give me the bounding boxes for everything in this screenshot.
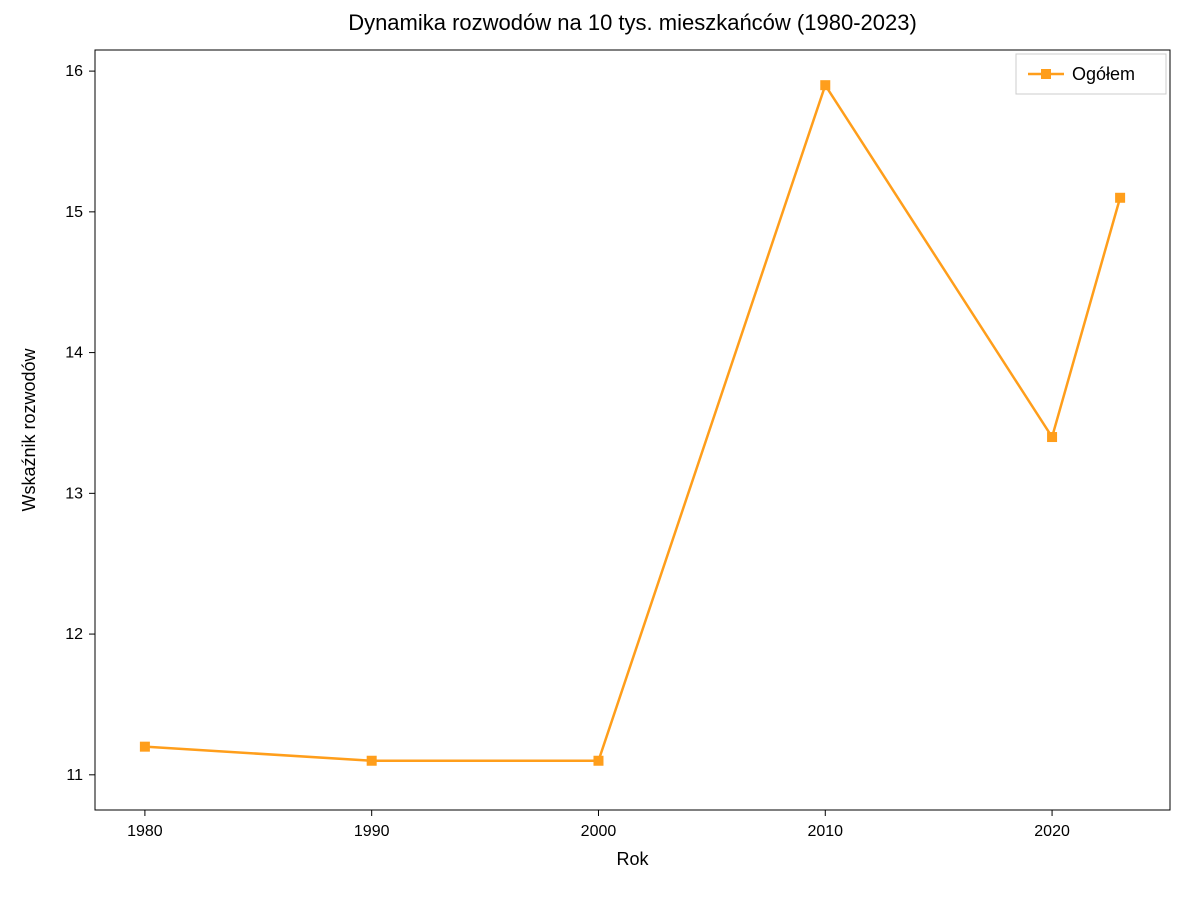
y-tick-label: 15 [65,204,83,221]
x-tick-label: 1980 [127,823,163,840]
legend-marker-sample [1042,70,1051,79]
chart-title: Dynamika rozwodów na 10 tys. mieszkańców… [348,10,917,35]
y-tick-label: 16 [65,63,83,80]
y-tick-label: 13 [65,485,83,502]
series-marker [140,742,149,751]
y-tick-label: 14 [65,345,83,362]
plot-border [95,50,1170,810]
chart-svg: 1980 1990 2000 2010 2020 11 12 13 14 15 16 Dynamika… [0,0,1200,897]
x-tick-label: 2000 [581,823,617,840]
series-marker [367,756,376,765]
y-axis-label: Wskaźnik rozwodów [19,347,39,511]
series-marker [594,756,603,765]
x-tick-label: 1990 [354,823,390,840]
y-tick-label: 11 [66,767,83,784]
y-tick-label: 12 [65,626,83,643]
x-axis-label: Rok [616,849,649,869]
series-marker [821,81,830,90]
series-marker [1116,193,1125,202]
legend-label: Ogółem [1072,64,1135,84]
series-marker [1048,433,1057,442]
x-tick-label: 2010 [807,823,843,840]
chart-container: 1980 1990 2000 2010 2020 11 12 13 14 15 16 Dynamika… [0,0,1200,897]
series-line [145,85,1120,761]
x-tick-label: 2020 [1034,823,1070,840]
